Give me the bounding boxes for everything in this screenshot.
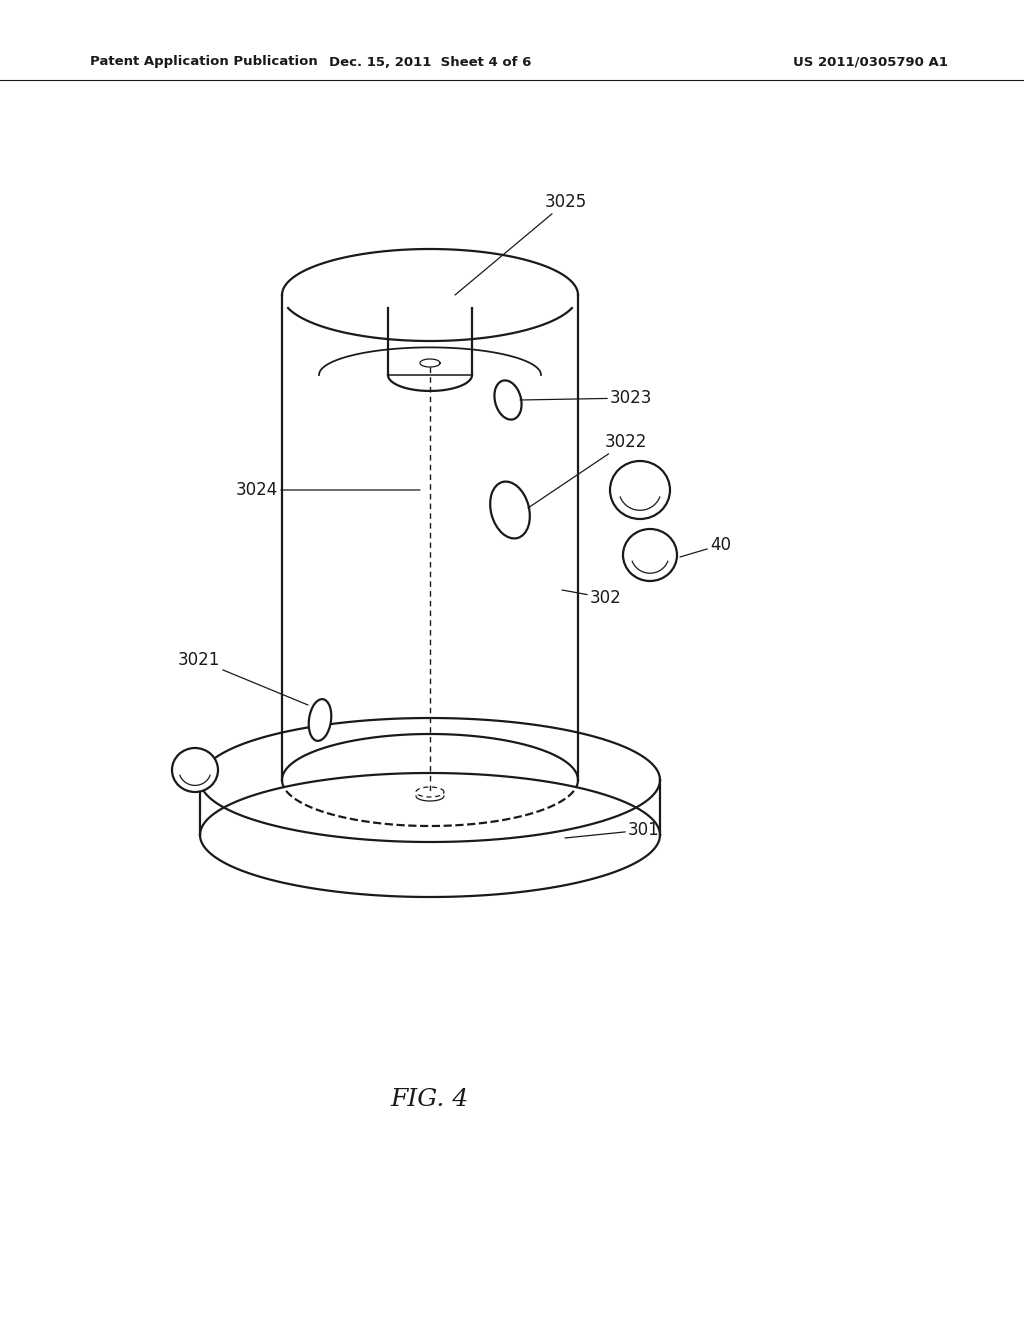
Text: 301: 301 <box>565 821 659 840</box>
Text: Dec. 15, 2011  Sheet 4 of 6: Dec. 15, 2011 Sheet 4 of 6 <box>329 55 531 69</box>
Ellipse shape <box>623 529 677 581</box>
Text: 3024: 3024 <box>236 480 420 499</box>
Text: 3021: 3021 <box>177 651 308 705</box>
Text: 3022: 3022 <box>528 433 647 508</box>
Ellipse shape <box>490 482 529 539</box>
Text: Patent Application Publication: Patent Application Publication <box>90 55 317 69</box>
Ellipse shape <box>495 380 521 420</box>
Ellipse shape <box>308 700 332 741</box>
Text: 3023: 3023 <box>520 389 652 407</box>
Text: US 2011/0305790 A1: US 2011/0305790 A1 <box>793 55 947 69</box>
Ellipse shape <box>172 748 218 792</box>
Text: 40: 40 <box>680 536 731 557</box>
Text: 3025: 3025 <box>455 193 587 294</box>
Text: FIG. 4: FIG. 4 <box>391 1089 469 1111</box>
Ellipse shape <box>610 461 670 519</box>
Text: 302: 302 <box>562 589 622 607</box>
